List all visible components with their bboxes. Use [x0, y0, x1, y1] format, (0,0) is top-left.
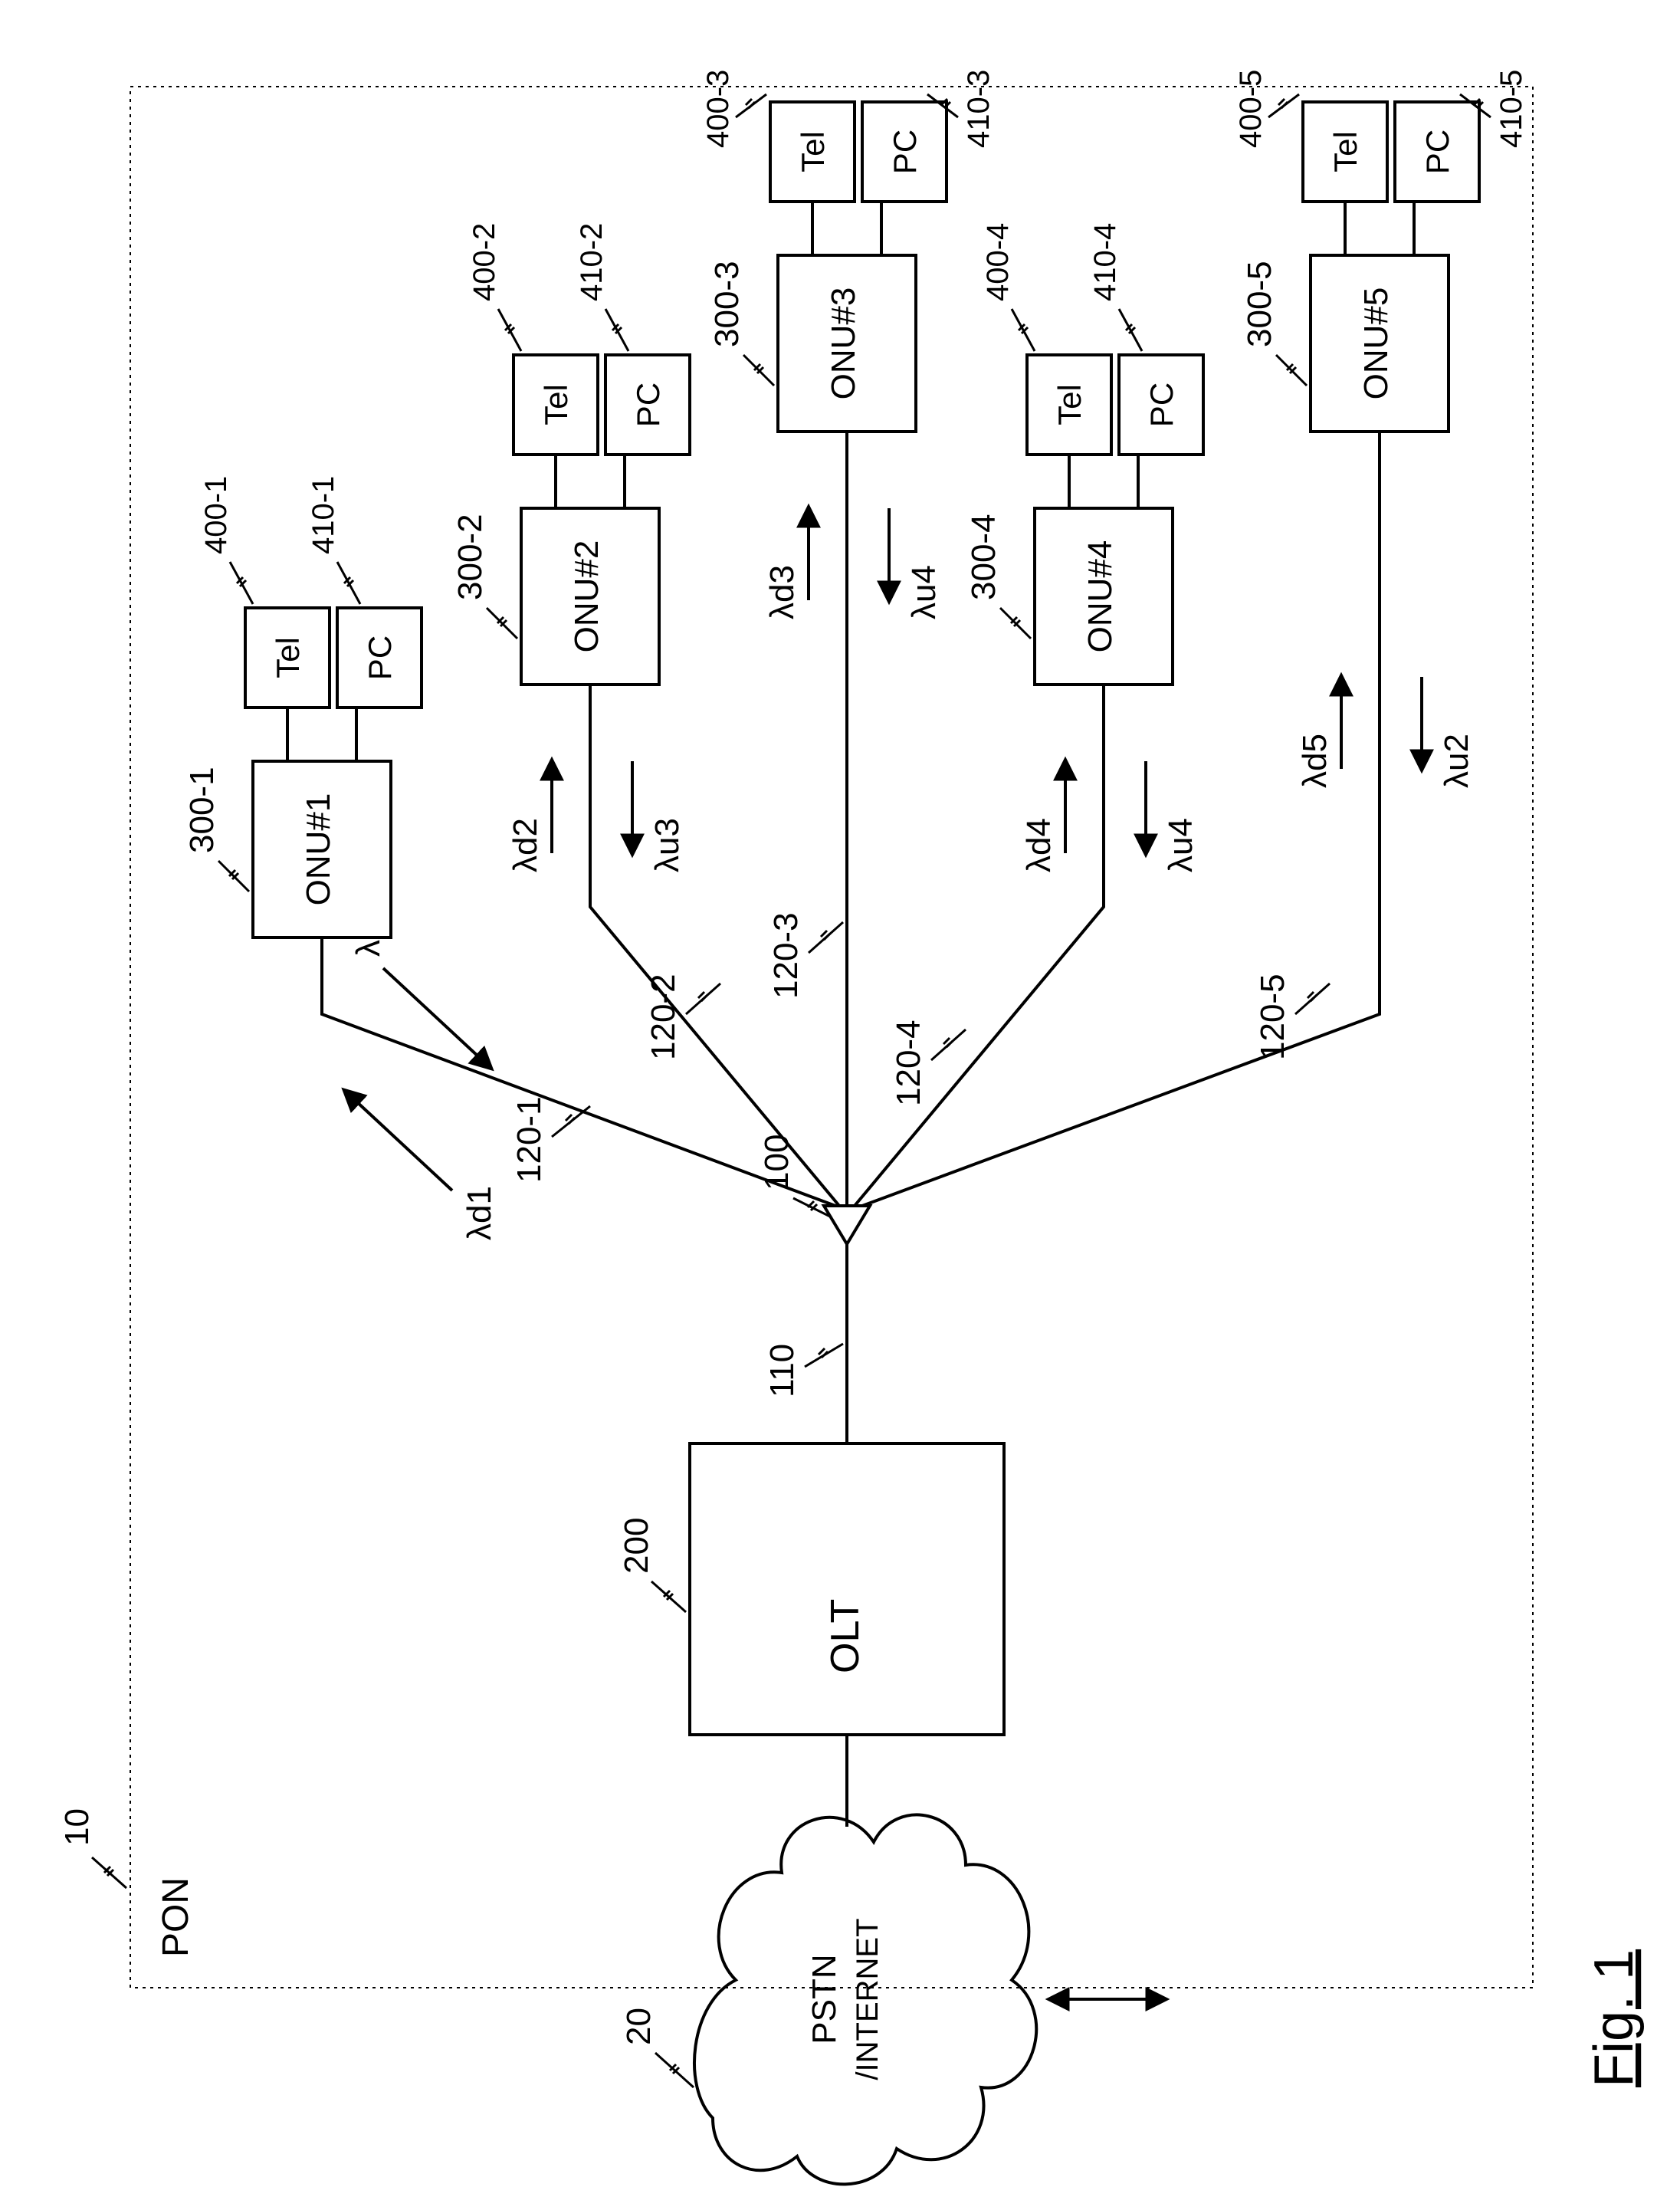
branch2-ref: 120-2 [645, 974, 682, 1060]
cloud-label-1: PSTN [806, 1954, 843, 2044]
onu3-pc-ref: 410-3 [962, 70, 996, 148]
b1-down-arrow [345, 1091, 452, 1190]
b4-up: λu4 [1162, 818, 1199, 872]
onu4-tel: Tel [1052, 384, 1088, 425]
b1-down: λd1 [461, 1186, 498, 1240]
onu3-pc: PC [887, 130, 923, 174]
branch5-ref: 120-5 [1254, 974, 1291, 1060]
b4-down: λd4 [1020, 818, 1058, 872]
b5-up: λu2 [1438, 734, 1475, 788]
b3-up: λu4 [905, 565, 943, 619]
onu3-tel-ref: 400-3 [701, 70, 735, 148]
onu-3-group: ONU#3 300-3 Tel 400-3 PC 410-3 [701, 70, 996, 432]
onu3-ref: 300-3 [708, 261, 746, 347]
onu4-ref: 300-4 [965, 514, 1002, 600]
onu2-ref: 300-2 [451, 514, 489, 600]
onu-1-group: ONU#1 300-1 Tel 400-1 PC 410-1 [183, 476, 422, 938]
b2-up: λu3 [648, 818, 686, 872]
cloud-pstn-internet: PSTN /INTERNET [694, 1814, 1036, 2184]
onu-2-group: ONU#2 300-2 Tel 400-2 PC 410-2 [451, 223, 690, 685]
onu3-tel: Tel [795, 131, 831, 172]
onu2-tel-ref: 400-2 [468, 223, 501, 301]
onu4-label: ONU#4 [1081, 540, 1119, 653]
onu1-tel: Tel [270, 637, 306, 678]
onu-4-group: ONU#4 300-4 Tel 400-4 PC 410-4 [965, 223, 1203, 685]
onu1-ref: 300-1 [183, 767, 221, 853]
onu5-tel-ref: 400-5 [1234, 70, 1268, 148]
splitter [824, 1206, 870, 1244]
onu2-tel: Tel [538, 384, 574, 425]
olt-label: OLT [823, 1599, 868, 1673]
olt-ref: 200 [618, 1518, 655, 1574]
b3-down: λd3 [763, 565, 801, 619]
onu2-pc-ref: 410-2 [575, 223, 609, 301]
splitter-ref: 100 [758, 1135, 796, 1190]
onu4-pc-ref: 410-4 [1088, 223, 1122, 301]
onu2-pc: PC [630, 383, 666, 427]
pon-ref: 10 [58, 1808, 96, 1846]
branch1-ref: 120-1 [510, 1096, 548, 1183]
onu4-pc: PC [1144, 383, 1180, 427]
b2-down: λd2 [507, 818, 544, 872]
branch4-ref: 120-4 [890, 1020, 927, 1106]
onu5-pc-ref: 410-5 [1495, 70, 1528, 148]
onu5-label: ONU#5 [1357, 287, 1395, 400]
onu5-pc: PC [1419, 130, 1455, 174]
trunk-ref: 110 [763, 1344, 801, 1397]
onu1-pc-ref: 410-1 [307, 476, 340, 554]
branch3-ref: 120-3 [767, 912, 805, 999]
onu4-tel-ref: 400-4 [981, 223, 1015, 301]
pon-label: PON [156, 1877, 196, 1957]
onu1-pc: PC [362, 635, 398, 680]
cloud-label-2: /INTERNET [851, 1918, 884, 2080]
onu2-label: ONU#2 [568, 540, 605, 653]
onu5-ref: 300-5 [1241, 261, 1278, 347]
cloud-ref: 20 [620, 2008, 658, 2045]
onu1-tel-ref: 400-1 [199, 476, 233, 554]
onu3-label: ONU#3 [825, 287, 862, 400]
onu-5-group: ONU#5 300-5 Tel 400-5 PC 410-5 [1234, 70, 1528, 432]
figure-label: Fig. 1 [1583, 1949, 1645, 2087]
b5-down: λd5 [1296, 734, 1334, 788]
b1-up-arrow [383, 968, 491, 1068]
pon-diagram: PON 10 PSTN /INTERNET 20 OLT 200 110 [0, 0, 1680, 2210]
olt-box [690, 1443, 1004, 1735]
onu1-label: ONU#1 [300, 793, 337, 906]
onu5-tel: Tel [1327, 131, 1363, 172]
